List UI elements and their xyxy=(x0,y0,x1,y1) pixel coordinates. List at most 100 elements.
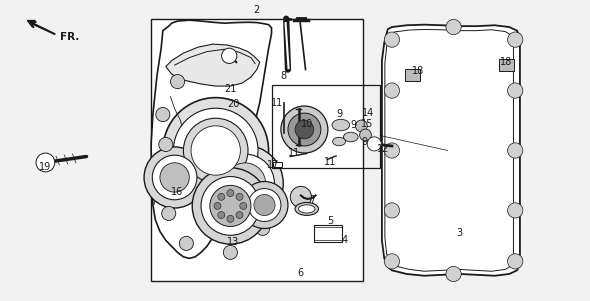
Text: 11: 11 xyxy=(324,157,336,167)
Circle shape xyxy=(307,138,316,146)
Circle shape xyxy=(210,185,251,226)
Circle shape xyxy=(507,203,523,218)
Bar xyxy=(405,69,420,81)
Circle shape xyxy=(312,135,320,143)
Bar xyxy=(273,162,282,167)
Text: 21: 21 xyxy=(224,84,237,94)
Circle shape xyxy=(216,154,274,213)
Ellipse shape xyxy=(299,205,315,213)
Text: 8: 8 xyxy=(280,71,286,81)
Text: 7: 7 xyxy=(310,195,316,205)
Polygon shape xyxy=(382,25,520,276)
Circle shape xyxy=(359,129,371,141)
Circle shape xyxy=(312,116,320,124)
Circle shape xyxy=(227,215,234,222)
Circle shape xyxy=(160,163,189,192)
Bar xyxy=(151,19,362,281)
Circle shape xyxy=(290,186,312,207)
Circle shape xyxy=(446,20,461,35)
Circle shape xyxy=(384,32,399,47)
Text: 19: 19 xyxy=(40,162,51,172)
Ellipse shape xyxy=(332,119,350,131)
Text: 9: 9 xyxy=(336,109,342,119)
Text: 4: 4 xyxy=(342,235,348,245)
Circle shape xyxy=(224,245,237,259)
Circle shape xyxy=(159,138,173,152)
Circle shape xyxy=(156,107,170,122)
Circle shape xyxy=(144,147,205,208)
Polygon shape xyxy=(151,20,271,258)
Text: 11: 11 xyxy=(271,98,284,107)
Circle shape xyxy=(201,177,260,235)
Circle shape xyxy=(288,113,321,146)
Ellipse shape xyxy=(295,203,319,216)
Circle shape xyxy=(162,206,176,220)
Circle shape xyxy=(507,254,523,269)
Circle shape xyxy=(222,48,237,64)
Text: 3: 3 xyxy=(457,228,463,238)
Circle shape xyxy=(384,254,399,269)
Circle shape xyxy=(287,120,295,129)
Circle shape xyxy=(241,182,288,228)
Circle shape xyxy=(289,116,297,124)
Text: 12: 12 xyxy=(377,144,389,154)
Text: 16: 16 xyxy=(172,188,183,197)
Circle shape xyxy=(303,111,311,119)
Circle shape xyxy=(295,120,314,139)
Ellipse shape xyxy=(333,137,346,146)
Circle shape xyxy=(248,189,281,222)
Text: FR.: FR. xyxy=(60,32,80,42)
Circle shape xyxy=(356,120,367,132)
Circle shape xyxy=(258,191,273,206)
Circle shape xyxy=(446,266,461,281)
Circle shape xyxy=(179,236,194,250)
Bar xyxy=(499,59,514,71)
Circle shape xyxy=(191,126,240,175)
Circle shape xyxy=(254,194,275,216)
Circle shape xyxy=(314,126,323,134)
Circle shape xyxy=(507,143,523,158)
Circle shape xyxy=(287,130,295,138)
Circle shape xyxy=(298,140,306,148)
Bar xyxy=(271,85,380,169)
Circle shape xyxy=(173,108,258,193)
Circle shape xyxy=(36,153,55,172)
Circle shape xyxy=(384,143,399,158)
Text: 18: 18 xyxy=(500,57,513,67)
Circle shape xyxy=(236,193,243,200)
Polygon shape xyxy=(166,44,260,86)
Circle shape xyxy=(507,83,523,98)
Text: 10: 10 xyxy=(301,119,313,129)
Circle shape xyxy=(314,130,322,138)
Circle shape xyxy=(236,212,243,219)
Circle shape xyxy=(384,83,399,98)
Text: 20: 20 xyxy=(227,99,240,109)
Circle shape xyxy=(314,120,322,129)
Circle shape xyxy=(183,118,248,183)
Circle shape xyxy=(384,203,399,218)
Circle shape xyxy=(214,202,221,209)
Circle shape xyxy=(367,137,381,151)
Circle shape xyxy=(289,135,297,143)
Circle shape xyxy=(218,193,225,200)
Text: 11: 11 xyxy=(288,148,300,159)
Circle shape xyxy=(303,140,311,148)
Text: 15: 15 xyxy=(360,119,373,129)
Text: 14: 14 xyxy=(362,108,375,118)
Ellipse shape xyxy=(343,132,358,142)
Circle shape xyxy=(307,113,316,121)
Circle shape xyxy=(152,155,197,200)
Circle shape xyxy=(255,221,270,235)
Circle shape xyxy=(240,202,247,209)
Circle shape xyxy=(293,113,301,121)
Circle shape xyxy=(227,190,234,197)
Circle shape xyxy=(298,111,306,119)
Text: 17: 17 xyxy=(267,160,280,170)
Circle shape xyxy=(207,145,283,222)
Text: 6: 6 xyxy=(298,268,304,278)
Circle shape xyxy=(286,126,294,134)
Text: 9: 9 xyxy=(350,120,357,130)
Text: 9: 9 xyxy=(361,137,368,147)
Bar xyxy=(314,225,342,242)
Text: 13: 13 xyxy=(227,237,240,247)
